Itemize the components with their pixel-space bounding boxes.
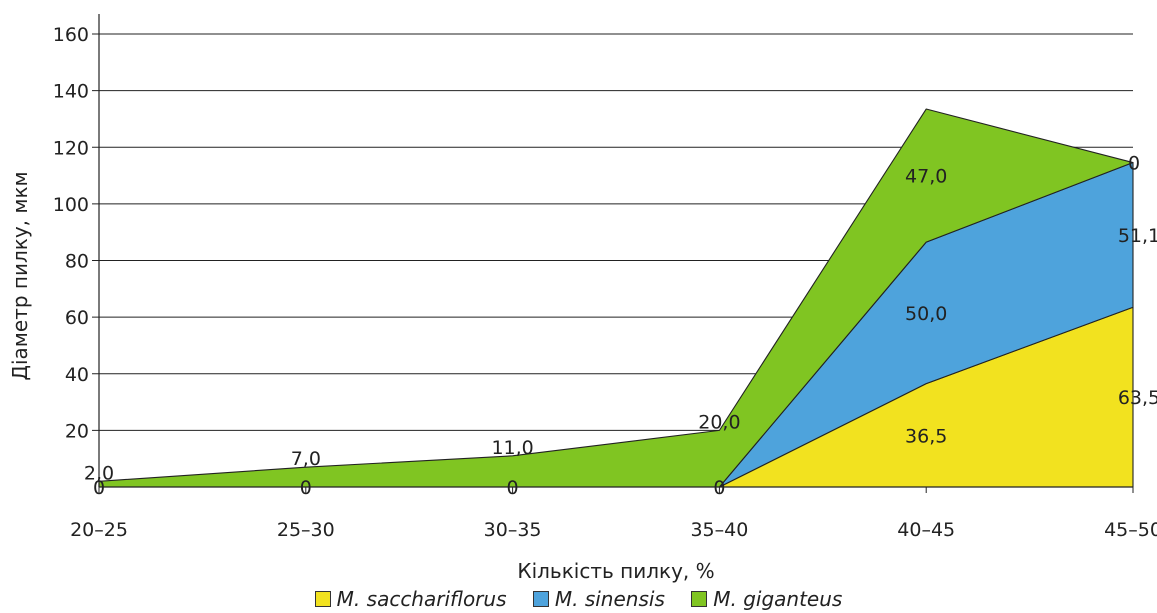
stacked-area-chart: 20 40 60 80 100 120 140 160 20–25 25–30 30–35 35–4…	[8, 14, 1157, 583]
x-tick-label-0: 20–25	[70, 519, 128, 541]
x-tick-label-1: 25–30	[277, 519, 335, 541]
data-label-s2-1: 7,0	[291, 448, 321, 470]
x-tick-label-5: 45–50	[1104, 519, 1157, 541]
data-label-s2-3: 20,0	[698, 411, 740, 433]
legend-swatch-sacchariflorus	[314, 591, 331, 607]
data-label-s1-5: 51,1	[1118, 225, 1157, 247]
legend-label-sinensis: M. sinensis	[554, 587, 665, 611]
data-label-s2-0: 2,0	[84, 462, 114, 484]
legend-label-sacchariflorus: M. sacchariflorus	[336, 587, 507, 611]
data-label-s2-4: 47,0	[905, 166, 947, 188]
gridlines	[92, 33, 1133, 431]
data-label-s0-0: 0	[93, 477, 105, 499]
y-tick-label-120: 120	[53, 137, 89, 159]
data-label-s1-4: 50,0	[905, 303, 947, 325]
x-tick-label-3: 35–40	[690, 519, 748, 541]
y-tick-labels: 20 40 60 80 100 120 140 160	[53, 24, 89, 442]
y-tick-label-60: 60	[65, 307, 89, 329]
x-tick-label-4: 40–45	[897, 519, 955, 541]
y-tick-label-100: 100	[53, 194, 89, 216]
legend: M. sacchariflorus M. sinensis M. gigante…	[0, 587, 1157, 611]
y-tick-label-80: 80	[65, 251, 89, 273]
y-tick-label-40: 40	[65, 364, 89, 386]
data-labels: 0 0 0 0 36,5 63,5 50,0 51,1 2,0 7,0 11,0 20,0 47,0 0	[84, 153, 1157, 499]
data-label-s0-3: 0	[713, 477, 725, 499]
y-axis-title: Діаметр пилку, мкм	[8, 171, 32, 380]
data-label-s0-2: 0	[507, 477, 519, 499]
legend-swatch-giganteus	[691, 591, 708, 607]
y-tick-label-20: 20	[65, 420, 89, 442]
y-tick-label-160: 160	[53, 24, 89, 46]
legend-swatch-sinensis	[532, 591, 549, 607]
data-label-s2-2: 11,0	[491, 437, 533, 459]
x-tick-labels: 20–25 25–30 30–35 35–40 40–45 45–50	[70, 487, 1157, 541]
data-label-s0-1: 0	[300, 477, 312, 499]
axes	[98, 14, 1133, 488]
legend-item-sinensis: M. sinensis	[532, 587, 665, 611]
legend-item-giganteus: M. giganteus	[691, 587, 842, 611]
data-label-s2-5: 0	[1128, 153, 1140, 175]
x-axis-title: Кількість пилку, %	[517, 559, 714, 583]
legend-label-giganteus: M. giganteus	[713, 587, 843, 611]
x-tick-label-2: 30–35	[484, 519, 542, 541]
data-label-s0-4: 36,5	[905, 425, 947, 447]
data-label-s0-5: 63,5	[1118, 387, 1157, 409]
y-tick-label-140: 140	[53, 81, 89, 103]
legend-item-sacchariflorus: M. sacchariflorus	[314, 587, 507, 611]
